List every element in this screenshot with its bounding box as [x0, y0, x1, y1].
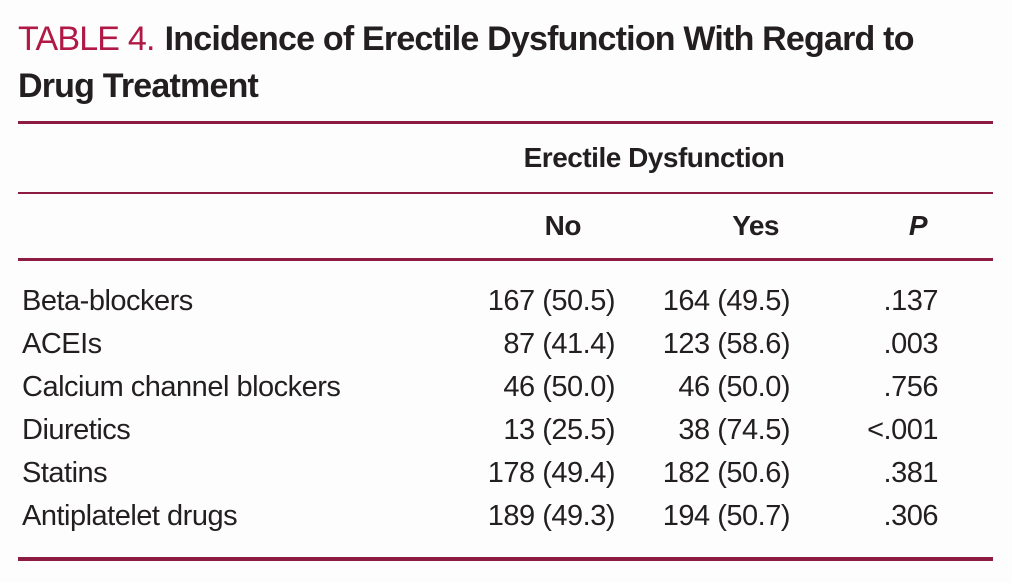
column-header-yes: Yes: [732, 210, 779, 241]
table-title: TABLE 4. Incidence of Erectile Dysfunctio…: [18, 16, 918, 110]
drug-name-cell: Statins: [22, 457, 108, 489]
table-row: Beta-blockers 167 (50.5) 164 (49.5) .137: [18, 280, 993, 323]
table-row: Calcium channel blockers 46 (50.0) 46 (5…: [18, 366, 993, 409]
group-header-erectile-dysfunction: Erectile Dysfunction: [523, 142, 785, 173]
divider-under-column-headers: [18, 258, 993, 261]
no-value-cell: 46 (50.0): [503, 371, 615, 403]
divider-bottom: [18, 557, 993, 561]
table-title-text: Incidence of Erectile Dysfunction With R…: [18, 20, 914, 105]
p-value-cell: .381: [883, 457, 939, 489]
yes-value-cell: 123 (58.6): [662, 328, 791, 360]
yes-value-cell: 182 (50.6): [662, 457, 791, 489]
drug-name-cell: ACEIs: [22, 328, 102, 360]
p-value-cell: .137: [883, 285, 939, 317]
divider-under-group-header: [18, 192, 993, 194]
p-value-cell: .756: [883, 371, 939, 403]
yes-value-cell: 46 (50.0): [678, 371, 790, 403]
drug-name-cell: Beta-blockers: [22, 285, 193, 317]
p-value-cell: .306: [883, 500, 939, 532]
drug-name-cell: Diuretics: [22, 414, 131, 446]
table-row: Statins 178 (49.4) 182 (50.6) .381: [18, 452, 993, 495]
yes-value-cell: 38 (74.5): [678, 414, 790, 446]
table-row: ACEIs 87 (41.4) 123 (58.6) .003: [18, 323, 993, 366]
yes-value-cell: 194 (50.7): [662, 500, 791, 532]
column-header-row: No Yes P: [18, 194, 993, 258]
yes-value-cell: 164 (49.5): [662, 285, 791, 317]
no-value-cell: 178 (49.4): [487, 457, 616, 489]
p-value-cell: <.001: [867, 414, 938, 446]
drug-name-cell: Calcium channel blockers: [22, 371, 341, 403]
no-value-cell: 13 (25.5): [503, 414, 615, 446]
table-number-label: TABLE 4.: [18, 20, 155, 58]
column-header-p: P: [908, 210, 928, 241]
table-row: Diuretics 13 (25.5) 38 (74.5) <.001: [18, 409, 993, 452]
table-row: Antiplatelet drugs 189 (49.3) 194 (50.7)…: [18, 495, 993, 538]
column-header-no: No: [544, 210, 582, 241]
no-value-cell: 167 (50.5): [487, 285, 616, 317]
table-body: Beta-blockers 167 (50.5) 164 (49.5) .137…: [18, 261, 993, 538]
drug-name-cell: Antiplatelet drugs: [22, 500, 238, 532]
no-value-cell: 189 (49.3): [487, 500, 616, 532]
p-value-cell: .003: [883, 328, 939, 360]
divider-top: [18, 121, 993, 124]
group-header-row: Erectile Dysfunction: [18, 124, 993, 192]
no-value-cell: 87 (41.4): [503, 328, 615, 360]
